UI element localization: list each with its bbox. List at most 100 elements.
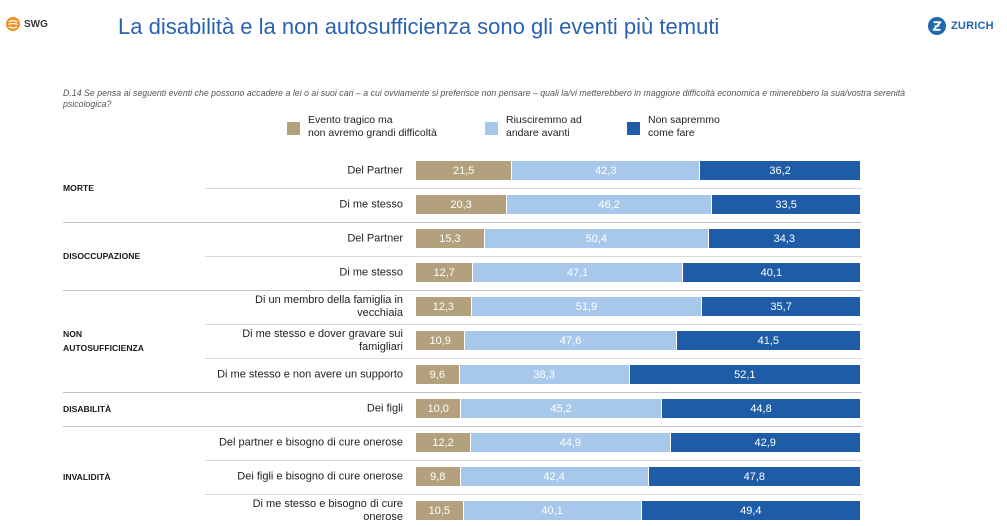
bar-segment-evento-tragico: 10,5 (416, 501, 463, 520)
stacked-bar: 20,3 46,2 33,5 (416, 195, 860, 214)
value-label: 40,1 (760, 266, 783, 279)
value-label: 33,5 (775, 198, 797, 211)
value-label: 42,3 (595, 164, 617, 177)
value-label: 44,9 (559, 436, 582, 449)
zurich-logo-icon (928, 17, 946, 35)
bar-segment-non-sapremmo: 40,1 (681, 263, 860, 282)
row-label: Dei figli e bisogno di cure onerose (237, 470, 403, 482)
stacked-bar: 12,2 44,9 42,9 (416, 433, 860, 452)
row-label: Di me stesso (339, 198, 403, 210)
bar-segment-riusciremmo-ad: 42,3 (511, 161, 700, 180)
legend-swatch (627, 122, 640, 135)
swg-logo: SWG (6, 17, 48, 31)
value-label: 38,3 (533, 368, 555, 381)
value-label: 12,3 (432, 300, 455, 313)
row-label: Del partner e bisogno di cure onerose (218, 436, 403, 448)
group-label: DISABILITÀ (63, 403, 112, 414)
value-label: 12,2 (432, 436, 454, 449)
group-label: INVALIDITÀ (63, 471, 111, 482)
bar-segment-riusciremmo-ad: 45,2 (460, 399, 662, 418)
bar-segment-evento-tragico: 10,0 (416, 399, 461, 418)
value-label: 51,9 (575, 300, 598, 313)
legend-item: Riusciremmo ad andare avanti (485, 114, 582, 140)
row-divider (205, 256, 862, 257)
value-label: 10,9 (429, 334, 451, 347)
legend-swatch (287, 122, 300, 135)
group-label: MORTE (63, 182, 95, 193)
group-divider (63, 426, 862, 427)
bar-segment-riusciremmo-ad: 47,1 (472, 263, 682, 282)
swg-logo-arc (8, 26, 18, 29)
value-label: 47,6 (559, 334, 582, 347)
swg-logo-arc (8, 20, 18, 23)
bar-segment-evento-tragico: 15,3 (416, 229, 484, 248)
legend-item: Non sapremmo come fare (627, 114, 720, 140)
row-label: Di me stesso (339, 266, 403, 278)
bar-segment-non-sapremmo: 35,7 (701, 297, 860, 316)
legend-label: Non sapremmo come fare (648, 114, 720, 139)
bar-segment-non-sapremmo: 47,8 (647, 467, 860, 486)
legend-label: Evento tragico ma non avremo grandi diff… (308, 114, 437, 139)
value-label: 52,1 (734, 368, 756, 381)
value-label: 10,5 (428, 504, 451, 517)
value-label: 45,2 (550, 402, 572, 415)
row-divider (205, 358, 862, 359)
bar-segment-riusciremmo-ad: 40,1 (462, 501, 641, 520)
stacked-bar: 10,0 45,2 44,8 (416, 399, 860, 418)
value-label: 9,8 (430, 470, 446, 483)
value-label: 21,5 (453, 164, 475, 177)
row-divider (205, 188, 862, 189)
row-label: Di me stesso e bisogno di cure onerose (252, 497, 403, 523)
value-label: 49,4 (740, 504, 762, 517)
bar-segment-riusciremmo-ad: 47,6 (464, 331, 676, 350)
stacked-bar: 9,6 38,3 52,1 (416, 365, 860, 384)
stacked-bar: 21,5 42,3 36,2 (416, 161, 860, 180)
bar-segment-evento-tragico: 20,3 (416, 195, 507, 214)
value-label: 47,1 (566, 266, 589, 279)
stacked-bar: 10,5 40,1 49,4 (416, 501, 860, 520)
bar-segment-evento-tragico: 12,2 (416, 433, 471, 452)
row-label: Del Partner (347, 232, 403, 244)
row-label: Di me stesso e non avere un supporto (217, 368, 403, 380)
bar-segment-evento-tragico: 12,7 (416, 263, 473, 282)
value-label: 20,3 (450, 198, 472, 211)
value-label: 42,9 (754, 436, 776, 449)
bar-segment-riusciremmo-ad: 51,9 (470, 297, 702, 316)
row-label: Di me stesso e dover gravare sui famigli… (242, 327, 403, 353)
zurich-logo-text: ZURICH (951, 20, 994, 32)
bar-segment-riusciremmo-ad: 42,4 (459, 467, 648, 486)
group-divider (63, 222, 862, 223)
swg-logo-arc (7, 22, 19, 25)
zurich-logo: ZURICH (928, 17, 994, 35)
bar-segment-non-sapremmo: 34,3 (707, 229, 860, 248)
group-label: DISOCCUPAZIONE (63, 250, 141, 261)
legend-item: Evento tragico ma non avremo grandi diff… (287, 114, 437, 140)
value-label: 15,3 (439, 232, 461, 245)
bar-segment-evento-tragico: 12,3 (416, 297, 471, 316)
bar-segment-non-sapremmo: 52,1 (628, 365, 860, 384)
row-divider (205, 494, 862, 495)
bar-segment-non-sapremmo: 41,5 (675, 331, 860, 350)
bar-segment-non-sapremmo: 36,2 (699, 161, 860, 180)
bar-segment-riusciremmo-ad: 38,3 (458, 365, 629, 384)
value-label: 41,5 (757, 334, 780, 347)
row-label: Di un membro della famiglia in vecchiaia (255, 293, 403, 319)
bar-segment-evento-tragico: 9,8 (416, 467, 460, 486)
legend-label: Riusciremmo ad andare avanti (506, 114, 582, 139)
legend-swatch (485, 122, 498, 135)
bar-segment-riusciremmo-ad: 44,9 (470, 433, 670, 452)
bar-segment-evento-tragico: 9,6 (416, 365, 459, 384)
stacked-bar: 12,3 51,9 35,7 (416, 297, 860, 316)
bar-segment-non-sapremmo: 44,8 (661, 399, 860, 418)
bar-segment-evento-tragico: 21,5 (416, 161, 512, 180)
bar-segment-evento-tragico: 10,9 (416, 331, 465, 350)
value-label: 35,7 (770, 300, 792, 313)
bar-segment-riusciremmo-ad: 46,2 (506, 195, 712, 214)
swg-logo-icon (6, 17, 20, 31)
row-divider (205, 460, 862, 461)
survey-question: D.14 Se pensa ai seguenti eventi che pos… (63, 88, 906, 109)
value-label: 42,4 (543, 470, 565, 483)
group-divider (63, 290, 862, 291)
